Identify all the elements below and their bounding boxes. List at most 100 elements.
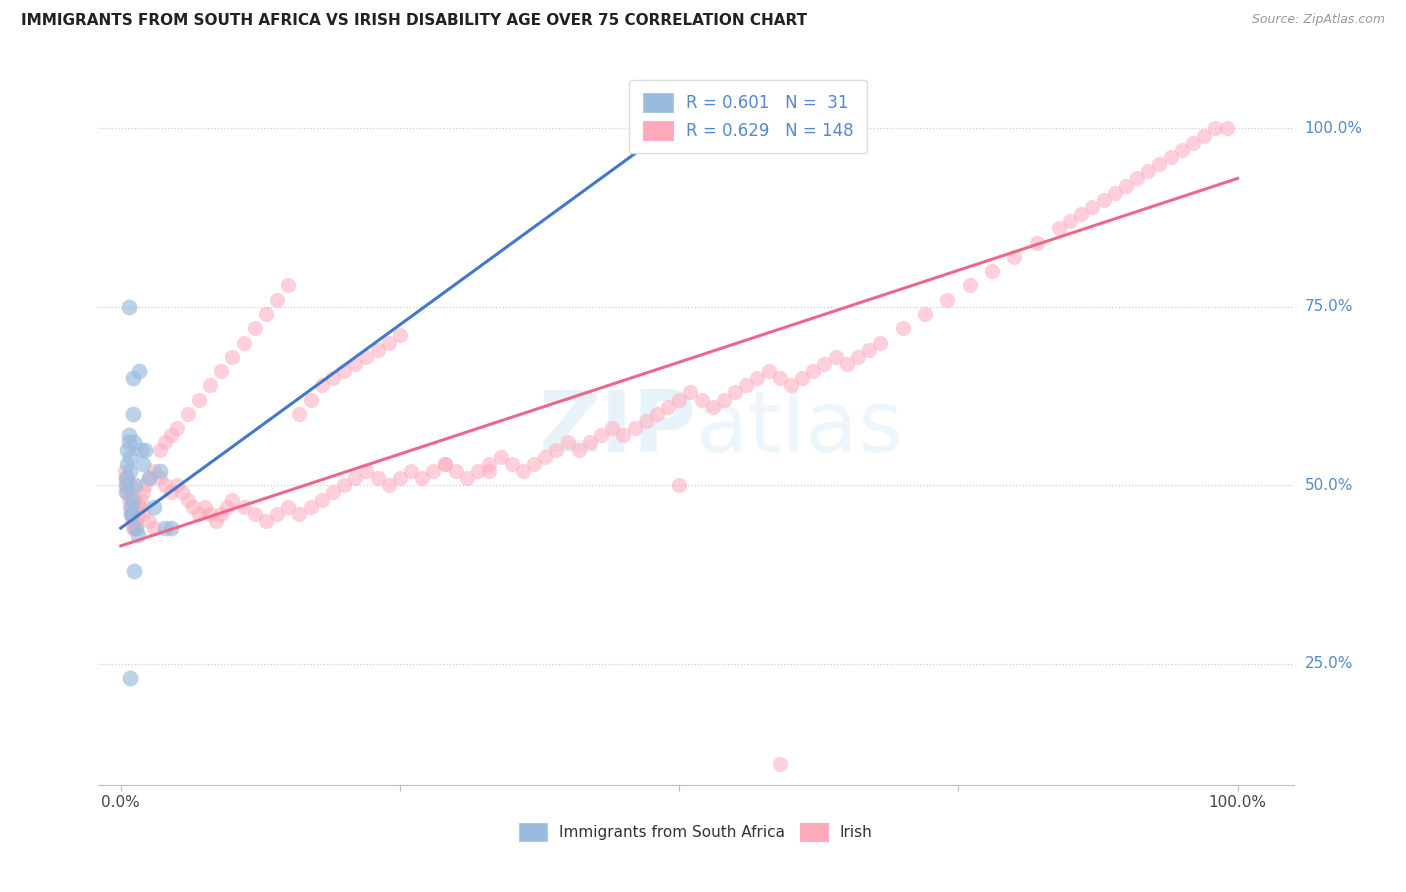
Point — [254, 307, 277, 321]
Point — [125, 514, 148, 528]
Point — [122, 435, 145, 450]
Point — [117, 492, 139, 507]
Point — [1002, 250, 1025, 264]
Point — [149, 442, 172, 457]
Point — [122, 521, 145, 535]
Point — [1171, 143, 1194, 157]
Point — [166, 478, 188, 492]
Point — [128, 364, 150, 378]
Point — [125, 521, 148, 535]
Point — [132, 457, 155, 471]
Point — [204, 514, 226, 528]
Point — [115, 471, 138, 485]
Point — [166, 421, 188, 435]
Point — [433, 457, 456, 471]
Point — [388, 328, 411, 343]
Point — [277, 278, 299, 293]
Point — [444, 464, 467, 478]
Point — [143, 521, 166, 535]
Point — [209, 364, 232, 378]
Point — [747, 371, 769, 385]
Point — [149, 471, 172, 485]
Point — [198, 507, 221, 521]
Text: atlas: atlas — [696, 386, 904, 470]
Point — [612, 428, 634, 442]
Point — [118, 478, 141, 492]
Point — [657, 400, 679, 414]
Point — [568, 442, 591, 457]
Point — [512, 464, 534, 478]
Point — [914, 307, 936, 321]
Point — [758, 364, 780, 378]
Point — [824, 350, 846, 364]
Text: 25.0%: 25.0% — [1305, 657, 1353, 671]
Point — [115, 478, 138, 492]
Text: IMMIGRANTS FROM SOUTH AFRICA VS IRISH DISABILITY AGE OVER 75 CORRELATION CHART: IMMIGRANTS FROM SOUTH AFRICA VS IRISH DI… — [21, 13, 807, 29]
Point — [138, 471, 160, 485]
Point — [801, 364, 824, 378]
Point — [134, 478, 156, 492]
Point — [557, 435, 579, 450]
Point — [846, 350, 869, 364]
Point — [322, 371, 344, 385]
Point — [478, 464, 501, 478]
Point — [1182, 136, 1205, 150]
Point — [1059, 214, 1081, 228]
Point — [668, 392, 690, 407]
Point — [936, 293, 959, 307]
Point — [221, 492, 243, 507]
Point — [456, 471, 478, 485]
Point — [138, 471, 160, 485]
Point — [122, 407, 145, 421]
Text: 50.0%: 50.0% — [1305, 478, 1353, 492]
Point — [1149, 157, 1171, 171]
Point — [858, 343, 880, 357]
Point — [124, 478, 146, 492]
Legend: Immigrants from South Africa, Irish: Immigrants from South Africa, Irish — [512, 816, 880, 848]
Point — [322, 485, 344, 500]
Point — [127, 507, 149, 521]
Point — [221, 350, 243, 364]
Point — [277, 500, 299, 514]
Point — [981, 264, 1004, 278]
Point — [118, 671, 141, 685]
Point — [311, 378, 333, 392]
Point — [589, 428, 612, 442]
Point — [288, 507, 311, 521]
Point — [399, 464, 422, 478]
Point — [356, 350, 378, 364]
Point — [288, 407, 311, 421]
Point — [132, 507, 155, 521]
Point — [124, 492, 146, 507]
Point — [215, 500, 238, 514]
Point — [1025, 235, 1047, 250]
Point — [959, 278, 981, 293]
Point — [1104, 186, 1126, 200]
Point — [411, 471, 433, 485]
Point — [769, 371, 792, 385]
Text: 100.0%: 100.0% — [1305, 121, 1362, 136]
Point — [117, 428, 139, 442]
Point — [1047, 221, 1070, 235]
Point — [187, 507, 209, 521]
Point — [143, 464, 166, 478]
Point — [1215, 121, 1237, 136]
Point — [115, 471, 138, 485]
Point — [634, 414, 657, 428]
Point — [121, 507, 143, 521]
Point — [523, 457, 546, 471]
Point — [117, 457, 139, 471]
Point — [138, 514, 160, 528]
Point — [118, 450, 141, 464]
Point — [209, 507, 232, 521]
Point — [128, 500, 150, 514]
Point — [114, 464, 136, 478]
Point — [1081, 200, 1104, 214]
Point — [769, 756, 792, 771]
Point — [132, 485, 155, 500]
Point — [122, 521, 145, 535]
Point — [118, 500, 141, 514]
Point — [367, 343, 389, 357]
Point — [266, 293, 288, 307]
Point — [118, 464, 141, 478]
